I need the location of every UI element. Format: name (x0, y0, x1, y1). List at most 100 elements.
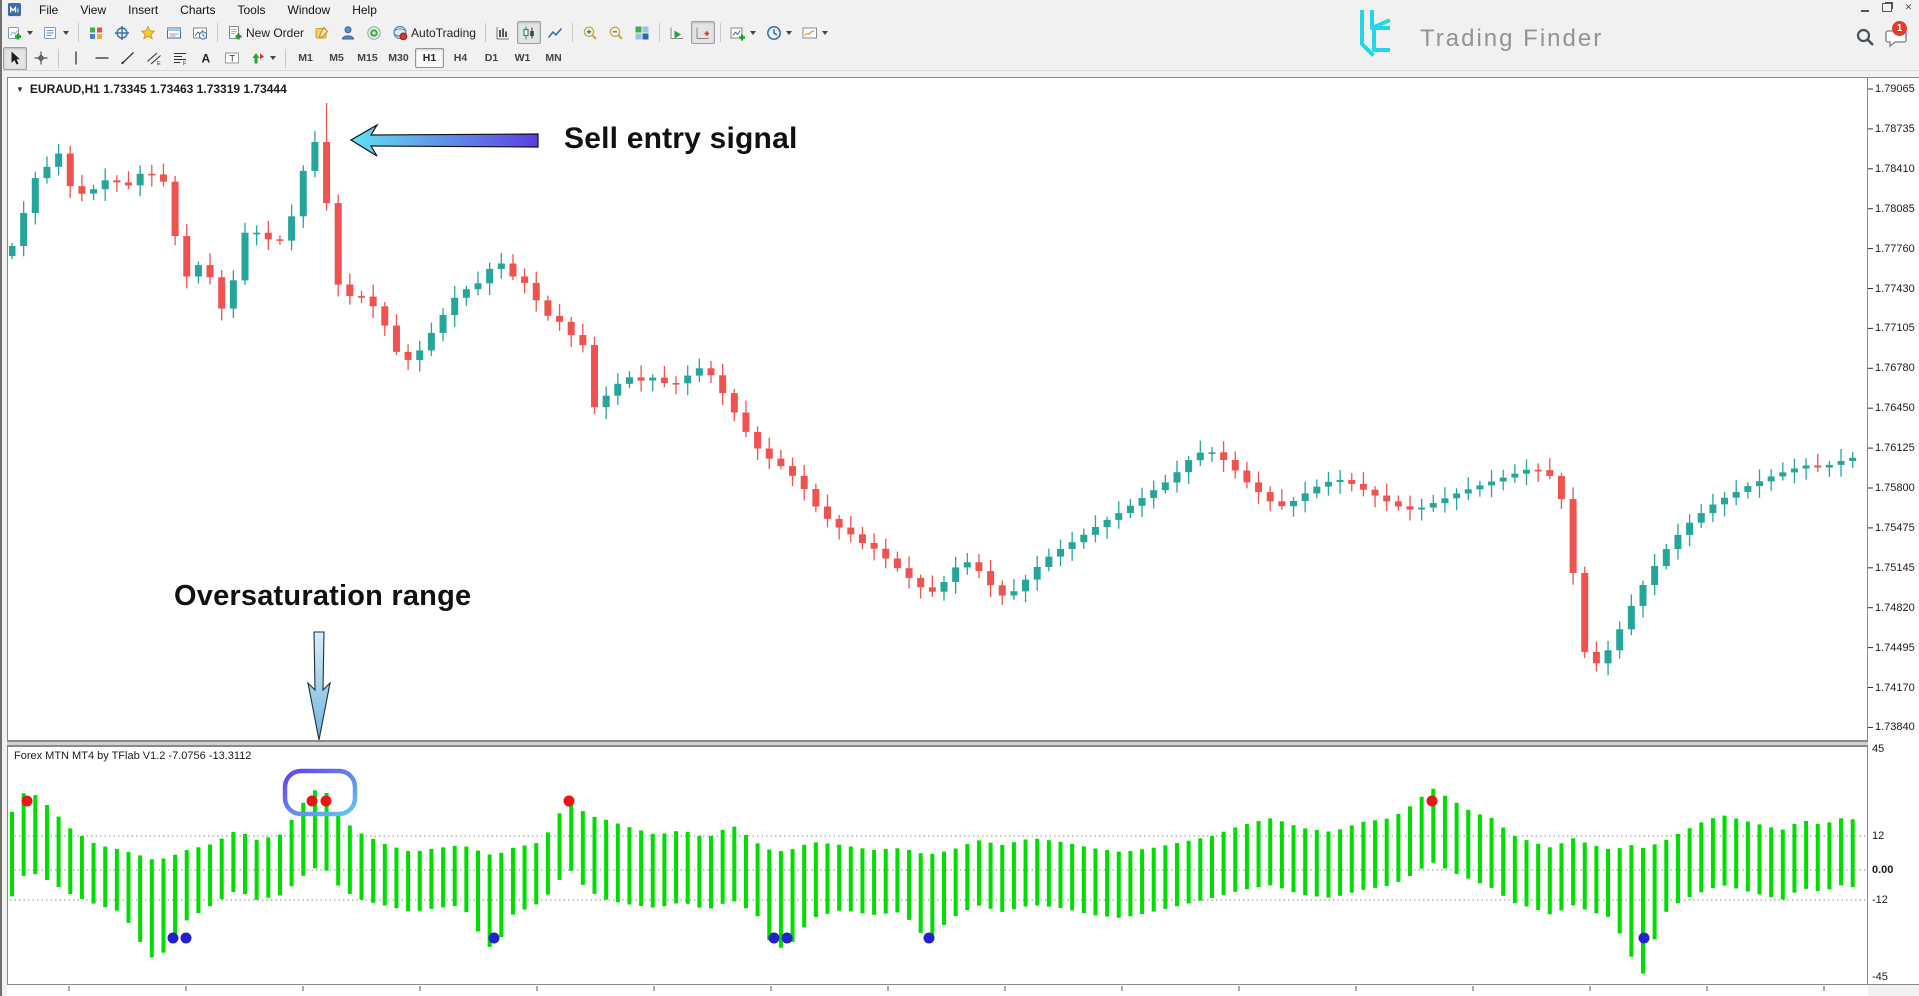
menu-tools[interactable]: Tools (237, 2, 266, 17)
chevron-down-icon[interactable] (749, 30, 756, 35)
menu-window[interactable]: Window (287, 2, 331, 17)
chart-quote-line: ▼ EURAUD,H1 1.73345 1.73463 1.73319 1.73… (16, 82, 287, 96)
timeframe-mn[interactable]: MN (545, 52, 562, 64)
down-arrow-icon (307, 631, 331, 741)
oscillator-bars (10, 788, 1855, 974)
chevron-down-icon[interactable] (785, 30, 792, 35)
timeframe-m30[interactable]: M30 (388, 52, 409, 64)
line-chart-mode-button[interactable] (543, 21, 567, 44)
terminal-button[interactable] (162, 21, 186, 44)
timeframe-m5[interactable]: M5 (329, 52, 344, 64)
periods-button[interactable] (762, 21, 796, 44)
tile-windows-button[interactable] (630, 21, 654, 44)
timeframe-d1[interactable]: D1 (484, 52, 499, 64)
templates-button[interactable] (798, 21, 832, 44)
chevron-down-icon[interactable] (821, 30, 828, 35)
svg-text:F: F (183, 61, 187, 66)
equidistant-channel-button[interactable]: E (142, 47, 166, 70)
price-tick-label: 1.76450 (1875, 402, 1915, 415)
menu-file[interactable]: File (39, 2, 59, 17)
indicators-icon (730, 27, 745, 40)
indicator-scale-label: -12 (1872, 894, 1888, 906)
chevron-down-icon[interactable] (270, 56, 276, 60)
text-button[interactable]: A (194, 47, 218, 70)
price-tick-label: 1.79065 (1875, 83, 1915, 95)
news-button[interactable] (362, 21, 386, 44)
oversold-signal-dot (180, 932, 192, 944)
autotrading-button[interactable]: AutoTrading (388, 21, 480, 44)
strategy-tester-button[interactable] (188, 21, 212, 44)
fibonacci-button[interactable]: F (168, 47, 192, 70)
navigator-button[interactable] (110, 21, 134, 44)
indicator-scale-label: -45 (1872, 971, 1888, 983)
cursor-button[interactable] (3, 46, 27, 70)
fibonacci-icon: F (174, 53, 187, 66)
new-order-button[interactable]: New Order (223, 21, 308, 44)
autoscroll-icon (670, 27, 683, 39)
price-tick-label: 1.74170 (1875, 681, 1915, 694)
menu-view[interactable]: View (80, 2, 107, 17)
price-tick-label: 1.76780 (1875, 362, 1915, 375)
price-tick-label: 1.76125 (1875, 442, 1915, 455)
restore-icon[interactable] (1880, 2, 1893, 13)
search-icon[interactable] (1855, 27, 1875, 47)
trendline-button[interactable] (116, 47, 140, 70)
candlestick-mode-button[interactable] (516, 21, 541, 44)
auto-scroll-button[interactable] (665, 21, 689, 44)
symbol-dropdown-icon[interactable]: ▼ (16, 84, 24, 94)
main-chart-area[interactable] (7, 77, 1868, 741)
zoom-in-button[interactable] (578, 21, 602, 44)
zoom-in-icon (583, 26, 597, 40)
minimize-icon[interactable] (1858, 2, 1871, 13)
community-button[interactable] (336, 21, 360, 44)
timeframe-m1[interactable]: M1 (298, 52, 313, 64)
time-axis[interactable] (7, 985, 1868, 996)
arrows-button[interactable] (246, 47, 280, 70)
speaker-icon (367, 25, 381, 40)
toolbar-separator (285, 48, 286, 68)
main-toolbar: New Order AutoTrading (2, 19, 1919, 47)
close-icon[interactable]: ✕ (1904, 2, 1913, 12)
overbought-signal-dot (21, 795, 33, 807)
chat-icon[interactable]: 1 (1885, 21, 1911, 49)
chevron-down-icon[interactable] (63, 30, 69, 35)
text-label-button[interactable]: T (220, 47, 244, 70)
trading-finder-watermark: Trading Finder (1354, 8, 1603, 60)
metaeditor-button[interactable] (310, 21, 334, 44)
new-order-icon (229, 25, 242, 39)
favorites-button[interactable] (136, 21, 160, 44)
indicator-panel[interactable] (7, 746, 1868, 985)
indicator-scale-label: 0.00 (1872, 864, 1894, 876)
chart-shift-button[interactable] (690, 21, 715, 44)
menu-help[interactable]: Help (352, 2, 377, 17)
overbought-signal-dot (563, 795, 575, 807)
chevron-down-icon[interactable] (27, 30, 33, 35)
menu-insert[interactable]: Insert (128, 2, 159, 17)
label-icon: T (225, 52, 239, 64)
timeframe-h4[interactable]: H4 (453, 52, 468, 64)
toolbar-separator (58, 48, 59, 68)
vertical-line-button[interactable] (64, 47, 88, 70)
clock-icon (767, 25, 781, 40)
menu-charts[interactable]: Charts (180, 2, 216, 17)
market-watch-button[interactable] (84, 21, 108, 44)
price-axis[interactable] (1868, 77, 1919, 985)
open-profiles-button[interactable] (39, 21, 73, 44)
cursor-icon (11, 51, 20, 65)
crosshair-icon (34, 51, 48, 65)
timeframe-m15[interactable]: M15 (357, 52, 378, 64)
price-tick-label: 1.74495 (1875, 641, 1915, 654)
shapes-icon (252, 53, 264, 64)
bars-icon (496, 26, 509, 39)
new-chart-button[interactable] (3, 21, 37, 44)
indicators-list-button[interactable] (726, 21, 760, 44)
bar-chart-mode-button[interactable] (491, 21, 515, 44)
crosshair-button[interactable] (29, 47, 53, 70)
horizontal-line-button[interactable] (90, 47, 114, 70)
timeframe-w1[interactable]: W1 (514, 52, 531, 64)
zoom-out-button[interactable] (604, 21, 628, 44)
panel-splitter[interactable] (7, 741, 1868, 746)
timeframe-h1[interactable]: H1 (415, 48, 444, 68)
